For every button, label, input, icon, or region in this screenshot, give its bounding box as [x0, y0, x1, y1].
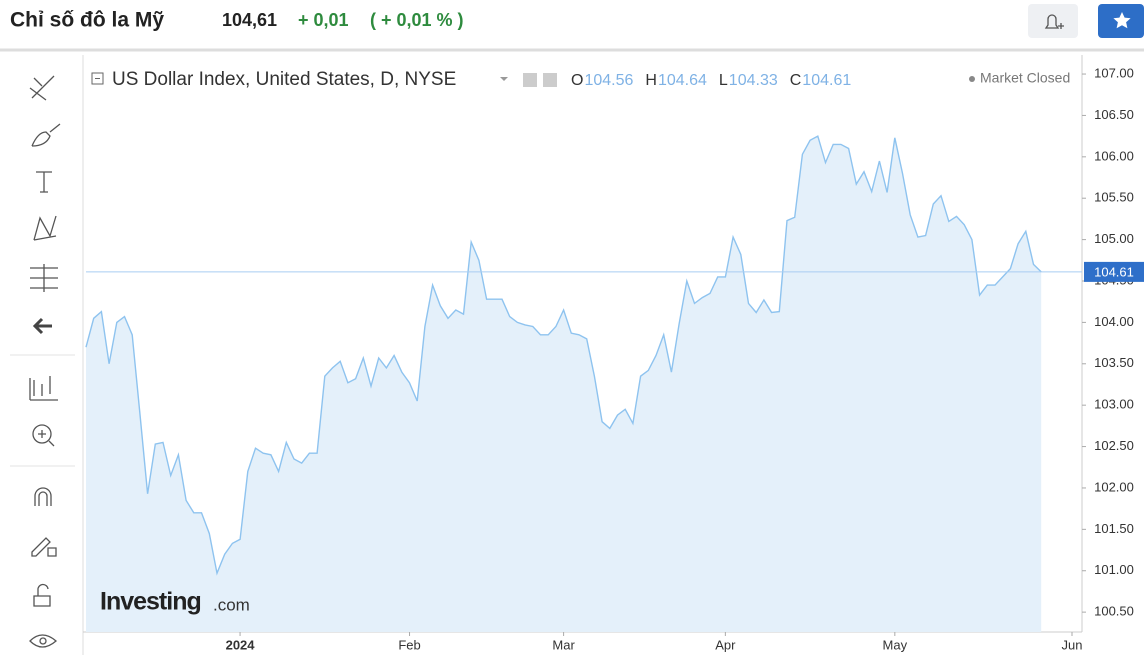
y-tick-label: 101.50	[1094, 521, 1134, 536]
tool-brush[interactable]	[31, 123, 61, 147]
header-change-pct: ( + 0,01 % )	[370, 10, 464, 30]
settings-icon[interactable]	[543, 73, 557, 87]
watermark-brand: Investing	[100, 588, 201, 616]
y-tick-label: 105.00	[1094, 231, 1134, 246]
last-price-tag	[1084, 261, 1144, 282]
x-tick-label: 2024	[226, 637, 256, 652]
ohlc-value: 104.33	[729, 72, 778, 89]
header-price: 104,61	[222, 10, 277, 30]
status-dot	[969, 76, 975, 82]
dropdown-caret[interactable]	[500, 77, 508, 81]
x-tick-label: Feb	[398, 637, 420, 652]
last-price-label: 104.61	[1094, 264, 1134, 279]
tool-lines[interactable]	[29, 75, 55, 101]
market-status: Market Closed	[980, 70, 1070, 86]
alert-button[interactable]	[1028, 4, 1078, 38]
ohlc-label: O	[571, 72, 583, 89]
ohlc-label: H	[645, 72, 657, 89]
ohlc-value: 104.61	[802, 72, 851, 89]
x-tick-label: May	[883, 637, 908, 652]
y-tick-label: 106.50	[1094, 107, 1134, 122]
ohlc-value: 104.64	[658, 72, 707, 89]
x-tick-label: Apr	[715, 637, 736, 652]
x-tick-label: Jun	[1062, 637, 1083, 652]
star-icon	[1113, 12, 1131, 29]
tool-magnet[interactable]	[34, 487, 52, 506]
tool-zoom-plus	[38, 430, 55, 447]
header-change: + 0,01	[298, 10, 349, 30]
y-tick-label: 102.50	[1094, 438, 1134, 453]
tool-visibility[interactable]	[29, 634, 57, 648]
x-tick-label: Mar	[552, 637, 575, 652]
tool-fib[interactable]	[30, 264, 58, 292]
y-tick-label: 103.00	[1094, 397, 1134, 412]
area	[86, 136, 1042, 632]
header-bar	[0, 0, 1144, 44]
tool-visibility-pupil	[39, 637, 47, 645]
ohlc-value: 104.56	[584, 72, 633, 89]
y-tick-label: 107.00	[1094, 65, 1134, 80]
y-tick-label: 104.00	[1094, 314, 1134, 329]
y-tick-label: 102.00	[1094, 479, 1134, 494]
y-tick-label: 101.00	[1094, 562, 1134, 577]
ohlc-label: C	[790, 72, 802, 89]
line	[85, 135, 1042, 576]
tool-lock-draw[interactable]	[31, 537, 57, 557]
alert-icon	[1044, 14, 1064, 29]
y-tick-label: 100.50	[1094, 604, 1134, 619]
tool-unlock[interactable]	[33, 583, 51, 607]
y-tick-label: 105.50	[1094, 190, 1134, 205]
y-tick-label: 106.00	[1094, 148, 1134, 163]
tool-zoom[interactable]	[32, 424, 52, 444]
header-title: Chỉ số đô la Mỹ	[10, 9, 164, 32]
tool-indicators[interactable]	[29, 376, 58, 401]
collapse-icon[interactable]	[91, 72, 104, 85]
ohlc: O 104.56 H 104.64 L 104.33 C 104.61	[571, 72, 851, 89]
tool-back[interactable]	[32, 317, 52, 335]
plot	[85, 135, 1082, 632]
tool-text[interactable]	[36, 171, 52, 193]
y-tick-label: 103.50	[1094, 355, 1134, 370]
tool-pattern[interactable]	[33, 215, 57, 241]
watermark-suffix: .com	[213, 595, 250, 614]
chart-title: US Dollar Index, United States, D, NYSE	[112, 69, 456, 90]
ohlc-label: L	[719, 72, 728, 89]
settings-icon[interactable]	[523, 73, 537, 87]
toolbar	[10, 75, 75, 648]
